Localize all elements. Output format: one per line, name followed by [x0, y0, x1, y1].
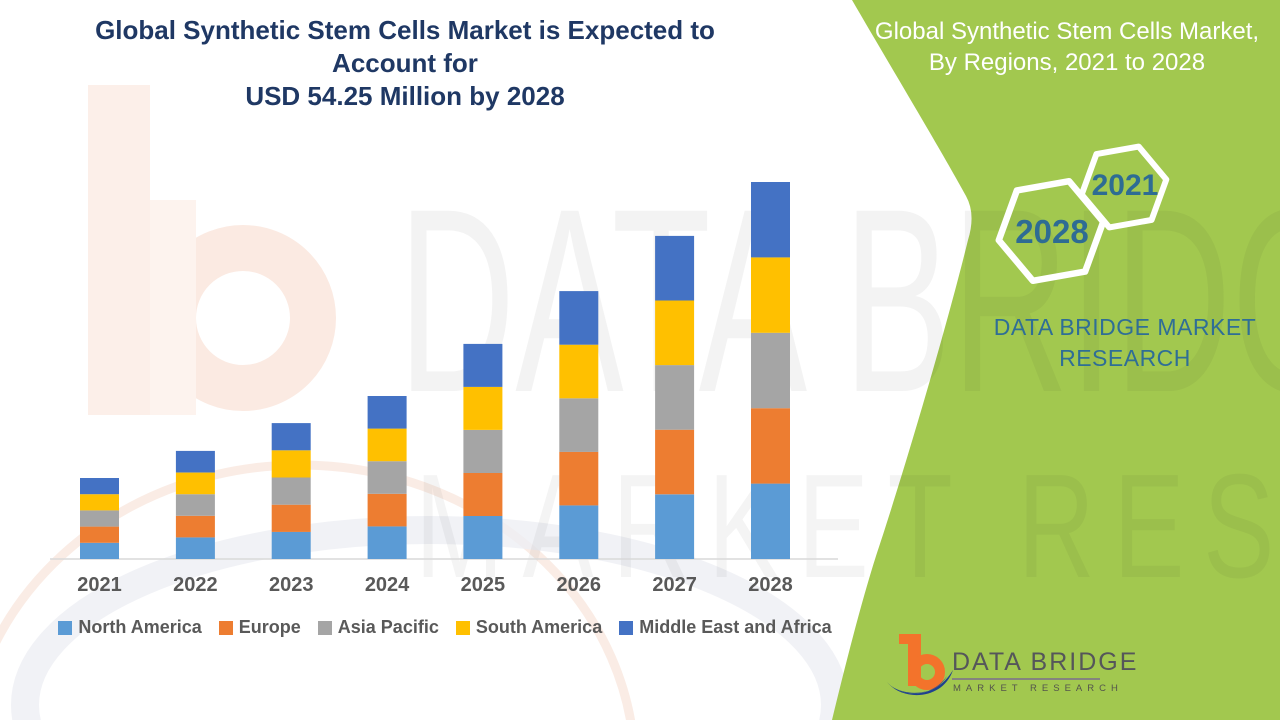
- legend-item-south-america: South America: [455, 617, 603, 638]
- x-axis-label-2024: 2024: [364, 574, 410, 596]
- bar-segment-2023-north-america: [271, 531, 311, 559]
- legend-swatch-icon: [455, 620, 470, 635]
- bar-segment-2022-europe: [175, 515, 215, 538]
- panel-title-line1: Global Synthetic Stem Cells Market,: [874, 18, 1260, 45]
- bar-segment-2026-europe: [559, 451, 599, 506]
- bar-segment-2023-asia-pacific: [271, 477, 311, 505]
- bar-segment-2022-middle-east-and-africa: [175, 450, 215, 473]
- bar-segment-2021-south-america: [80, 494, 119, 511]
- legend-swatch-icon: [218, 620, 233, 635]
- legend-swatch-icon: [619, 620, 634, 635]
- hexagon-year-2028: 2028: [1015, 213, 1089, 250]
- bar-segment-2028-europe: [751, 408, 790, 484]
- legend-label: Asia Pacific: [337, 617, 439, 637]
- bar-segment-2023-south-america: [271, 450, 311, 478]
- x-axis-labels: 2021 2022 2023 2024 2025 2026 2027 2028: [50, 574, 840, 600]
- bar-segment-2025-north-america: [463, 516, 503, 559]
- bar-segment-2021-europe: [80, 526, 119, 543]
- brand-text-line2: RESEARCH: [1059, 345, 1191, 371]
- x-axis-label-2022: 2022: [173, 574, 218, 596]
- x-axis-label-2027: 2027: [652, 574, 697, 596]
- bar-segment-2022-south-america: [175, 472, 215, 495]
- panel-title-line2: By Regions, 2021 to 2028: [928, 49, 1206, 76]
- brand-text-line1: DATA BRIDGE MARKET: [993, 314, 1257, 340]
- bar-segment-2023-middle-east-and-africa: [271, 423, 311, 451]
- bar-segment-2023-europe: [271, 504, 311, 532]
- x-axis-label-2021: 2021: [77, 574, 122, 596]
- bar-segment-2027-middle-east-and-africa: [655, 235, 695, 301]
- x-axis-label-2025: 2025: [460, 574, 506, 596]
- chart-legend: North America Europe Asia Pacific South Ame…: [40, 617, 850, 638]
- bar-segment-2028-north-america: [751, 483, 790, 559]
- legend-label: Middle East and Africa: [639, 617, 832, 637]
- bar-segment-2026-middle-east-and-africa: [559, 291, 599, 345]
- chart-title-line2: USD 54.25 Million by 2028: [245, 81, 565, 111]
- stacked-bar-chart: [50, 182, 838, 560]
- legend-label: South America: [475, 617, 603, 637]
- bar-segment-2028-asia-pacific: [751, 332, 790, 409]
- bar-segment-2024-middle-east-and-africa: [367, 396, 407, 429]
- x-axis-label-2023: 2023: [268, 574, 314, 596]
- bar-segment-2028-south-america: [751, 257, 790, 333]
- bar-segment-2027-north-america: [655, 494, 695, 559]
- bar-segment-2026-asia-pacific: [559, 398, 599, 452]
- bar-segment-2021-asia-pacific: [80, 510, 119, 527]
- bar-segment-2026-south-america: [559, 344, 599, 399]
- bar-segment-2025-asia-pacific: [463, 430, 503, 473]
- legend-item-north-america: North America: [58, 617, 202, 638]
- legend-swatch-icon: [58, 620, 73, 635]
- bar-segment-2027-south-america: [655, 300, 695, 366]
- logo-subtitle: MARKET RESEARCH: [953, 683, 1123, 694]
- legend-item-asia-pacific: Asia Pacific: [317, 617, 439, 638]
- legend-label: Europe: [238, 617, 301, 637]
- bar-segment-2028-middle-east-and-africa: [751, 182, 790, 258]
- bar-segment-2025-south-america: [463, 386, 503, 430]
- legend-item-europe: Europe: [218, 617, 301, 638]
- bar-segment-2024-north-america: [367, 526, 407, 559]
- brand-text: DATA BRIDGE MARKET RESEARCH: [970, 312, 1280, 374]
- bar-segment-2024-asia-pacific: [367, 461, 407, 494]
- panel-title: Global Synthetic Stem Cells Market, By R…: [852, 16, 1280, 78]
- bar-segment-2022-north-america: [175, 537, 215, 559]
- chart-title: Global Synthetic Stem Cells Market is Ex…: [40, 14, 770, 113]
- legend-swatch-icon: [317, 620, 332, 635]
- bar-segment-2024-europe: [367, 493, 407, 527]
- legend-label: North America: [78, 617, 202, 637]
- chart-title-line1: Global Synthetic Stem Cells Market is Ex…: [95, 15, 715, 78]
- bar-segment-2021-middle-east-and-africa: [80, 478, 119, 495]
- legend-item-middle-east-and-africa: Middle East and Africa: [619, 617, 832, 638]
- bar-segment-2027-europe: [655, 429, 695, 495]
- logo-underline: [952, 678, 1100, 680]
- x-axis-label-2028: 2028: [748, 574, 793, 596]
- bar-segment-2026-north-america: [559, 505, 599, 559]
- logo-wordmark: DATA BRIDGE: [952, 648, 1139, 676]
- bar-segment-2022-asia-pacific: [175, 494, 215, 516]
- bar-segment-2025-middle-east-and-africa: [463, 343, 503, 387]
- bar-segment-2021-north-america: [80, 542, 119, 559]
- bar-segment-2027-asia-pacific: [655, 365, 695, 430]
- bar-segment-2025-europe: [463, 473, 503, 516]
- bar-segment-2024-south-america: [367, 428, 407, 462]
- x-axis-label-2026: 2026: [556, 574, 602, 596]
- hexagon-year-2021: 2021: [1091, 169, 1159, 202]
- hexagon-outline: [995, 177, 1107, 285]
